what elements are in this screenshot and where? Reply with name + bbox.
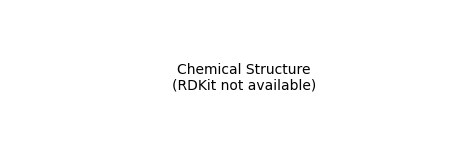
Text: Chemical Structure
(RDKit not available): Chemical Structure (RDKit not available) [172,63,316,93]
